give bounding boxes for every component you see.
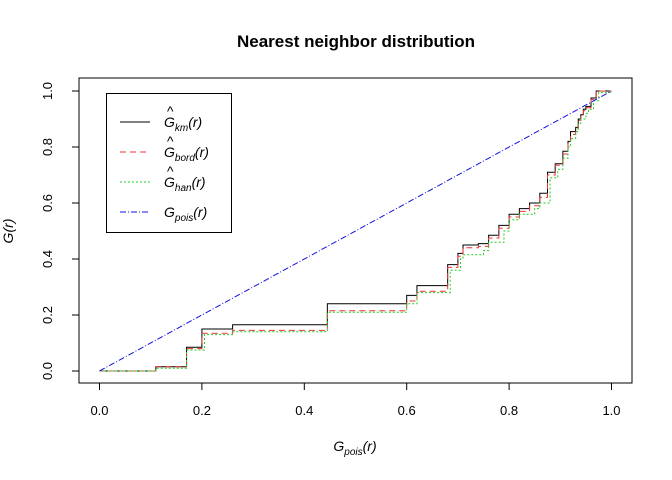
y-tick-label-4: 0.8 — [40, 138, 55, 156]
chart-title: Nearest neighbor distribution — [237, 32, 475, 51]
legend-label-0: Gkm(r) — [164, 114, 202, 134]
x-axis-label: Gpois(r) — [333, 438, 376, 458]
x-tick-label-2: 0.4 — [295, 403, 313, 418]
legend-label-2: Ghan(r) — [164, 174, 206, 194]
x-tick-label-5: 1.0 — [602, 403, 620, 418]
y-tick-label-3: 0.6 — [40, 194, 55, 212]
x-axis: 0.0 0.2 0.4 0.6 0.8 1.0 — [90, 382, 621, 418]
y-axis-label: G(r) — [0, 219, 16, 244]
y-axis: 0.0 0.2 0.4 0.6 0.8 1.0 — [40, 82, 80, 380]
legend: Gkm(r)^Gbord(r)^Ghan(r)^Gpois(r) — [106, 93, 232, 233]
y-tick-label-0: 0.0 — [40, 362, 55, 380]
x-tick-label-0: 0.0 — [90, 403, 108, 418]
legend-label-3: Gpois(r) — [164, 204, 207, 224]
x-tick-label-4: 0.8 — [500, 403, 518, 418]
y-axis-label-group: G(r) — [0, 219, 16, 244]
legend-box — [106, 93, 232, 233]
series-layer — [99, 90, 612, 372]
y-tick-label-1: 0.2 — [40, 306, 55, 324]
x-tick-label-1: 0.2 — [193, 403, 211, 418]
y-axis-label-text: G(r) — [0, 219, 16, 244]
y-tick-label-5: 1.0 — [40, 82, 55, 100]
series-line-3 — [99, 90, 612, 372]
legend-label-1: Gbord(r) — [164, 144, 209, 164]
legend-hat-0: ^ — [167, 103, 174, 119]
series-line-2 — [99, 91, 612, 372]
legend-hat-2: ^ — [167, 163, 174, 179]
legend-hat-1: ^ — [167, 133, 174, 149]
x-tick-label-3: 0.6 — [398, 403, 416, 418]
y-tick-label-2: 0.4 — [40, 250, 55, 268]
x-axis-label-text: Gpois(r) — [333, 438, 376, 458]
